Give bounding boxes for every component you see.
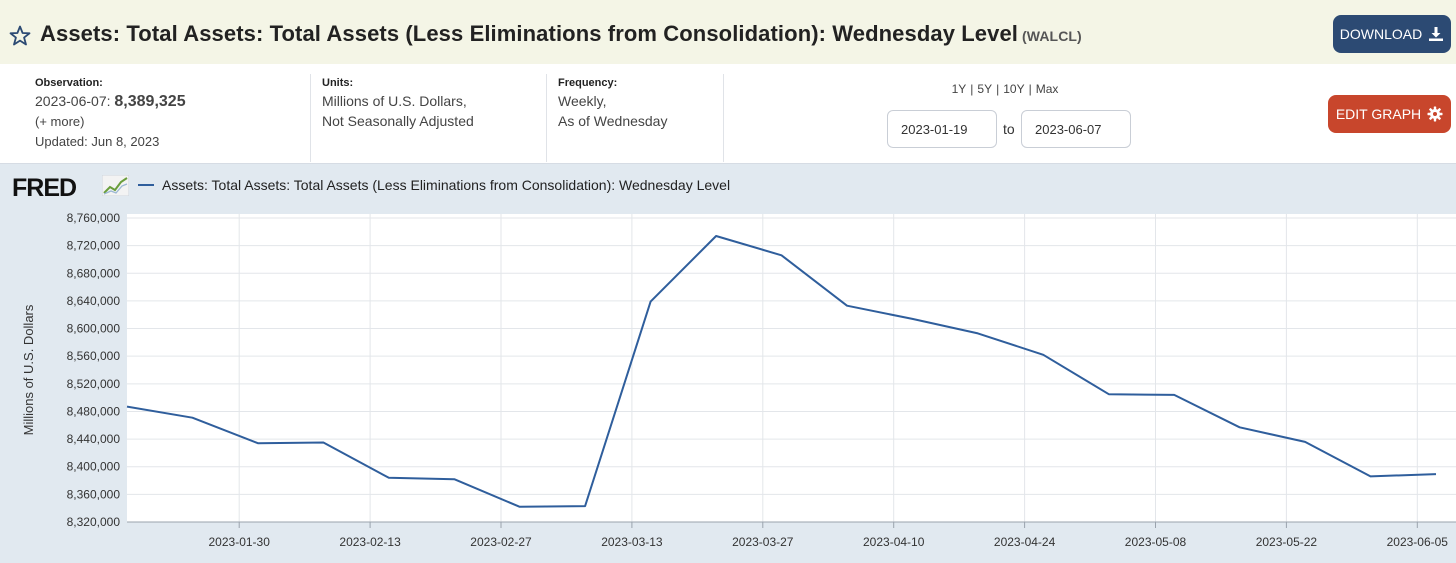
legend: Assets: Total Assets: Total Assets (Less…: [138, 177, 730, 193]
data-point: [1368, 474, 1373, 479]
data-point: [517, 504, 522, 509]
y-tick-label: 8,680,000: [67, 266, 121, 280]
more-link[interactable]: (+ more): [35, 114, 85, 129]
data-point: [779, 253, 784, 258]
updated-date: Updated: Jun 8, 2023: [35, 134, 160, 149]
y-tick-label: 8,440,000: [67, 432, 121, 446]
star-icon[interactable]: [8, 24, 32, 48]
x-tick-label: 2023-03-13: [601, 535, 663, 549]
metadata-row: Observation: 2023-06-07: 8,389,325 (+ mo…: [0, 64, 1456, 164]
edit-graph-button[interactable]: EDIT GRAPH: [1328, 95, 1451, 133]
plot-background: [127, 214, 1456, 522]
y-tick-label: 8,640,000: [67, 294, 121, 308]
units-line-2: Not Seasonally Adjusted: [322, 113, 474, 129]
units-label: Units:: [322, 77, 354, 89]
units-block: Units: Millions of U.S. Dollars, Not Sea…: [322, 74, 474, 162]
range-10y-link[interactable]: 10Y: [1003, 82, 1025, 96]
series-id: (WALCL): [1022, 28, 1082, 44]
x-tick-label: 2023-03-27: [732, 535, 794, 549]
start-date-input[interactable]: [887, 110, 997, 148]
download-button[interactable]: DOWNLOAD: [1333, 15, 1451, 53]
y-axis-label: Millions of U.S. Dollars: [21, 304, 36, 435]
to-label: to: [1003, 121, 1015, 137]
download-icon: [1429, 27, 1444, 41]
x-tick-label: 2023-06-05: [1387, 535, 1449, 549]
title-bar: Assets: Total Assets: Total Assets (Less…: [0, 0, 1456, 64]
x-tick-label: 2023-02-13: [339, 535, 401, 549]
y-tick-label: 8,320,000: [67, 515, 121, 529]
page-title-text: Assets: Total Assets: Total Assets (Less…: [40, 21, 1019, 46]
chart-area: 8,320,000 8,360,000 8,400,000 8,440,000 8,48…: [0, 164, 1456, 563]
data-point: [190, 415, 195, 420]
fred-logo: FRED: [12, 174, 77, 202]
data-point: [1041, 352, 1046, 357]
divider: [723, 74, 724, 162]
series-line: [126, 235, 1437, 508]
data-point: [844, 303, 849, 308]
data-point: [321, 440, 326, 445]
range-separator: |: [970, 82, 974, 96]
x-tick-label: 2023-02-27: [470, 535, 532, 549]
data-point: [125, 404, 130, 409]
range-separator: |: [1028, 82, 1032, 96]
data-point: [583, 504, 588, 509]
x-tick-label: 2023-01-30: [209, 535, 271, 549]
data-point: [1172, 392, 1177, 397]
range-max-link[interactable]: Max: [1035, 82, 1059, 96]
line-chart: 8,320,000 8,360,000 8,400,000 8,440,000 8,48…: [21, 211, 1456, 549]
edit-graph-label: EDIT GRAPH: [1335, 106, 1422, 122]
data-point: [452, 477, 457, 482]
range-separator: |: [996, 82, 1000, 96]
y-tick-label: 8,720,000: [67, 239, 121, 253]
x-tick-label: 2023-05-22: [1256, 535, 1318, 549]
frequency-line-1: Weekly,: [558, 93, 607, 109]
legend-label: Assets: Total Assets: Total Assets (Less…: [162, 177, 731, 193]
units-line-1: Millions of U.S. Dollars,: [322, 93, 467, 109]
data-point: [1237, 425, 1242, 430]
download-label: DOWNLOAD: [1339, 26, 1423, 42]
data-point: [1303, 439, 1308, 444]
x-tick-label: 2023-04-24: [994, 535, 1056, 549]
page-title: Assets: Total Assets: Total Assets (Less…: [40, 21, 1082, 47]
y-tick-label: 8,560,000: [67, 349, 121, 363]
data-point: [648, 299, 653, 304]
y-tick-label: 8,520,000: [67, 377, 121, 391]
data-point: [1106, 392, 1111, 397]
observation-value: 8,389,325: [114, 93, 186, 110]
legend-swatch: [138, 184, 154, 186]
frequency-label: Frequency:: [558, 77, 618, 89]
divider: [546, 74, 547, 162]
data-point: [910, 316, 915, 321]
y-tick-label: 8,480,000: [67, 404, 121, 418]
y-tick-label: 8,400,000: [67, 460, 121, 474]
range-1y-link[interactable]: 1Y: [951, 82, 967, 96]
x-tick-label: 2023-05-08: [1125, 535, 1187, 549]
range-5y-link[interactable]: 5Y: [977, 82, 993, 96]
data-point: [714, 233, 719, 238]
observation-date: 2023-06-07:: [35, 93, 111, 109]
data-point: [386, 475, 391, 480]
gear-icon: [1427, 106, 1443, 122]
end-date-input[interactable]: [1021, 110, 1131, 148]
divider: [310, 74, 311, 162]
range-links: 1Y | 5Y | 10Y | Max: [920, 82, 1090, 96]
observation-label: Observation:: [35, 77, 103, 89]
observation-block: Observation: 2023-06-07: 8,389,325 (+ mo…: [35, 74, 186, 162]
data-point: [1434, 472, 1439, 477]
y-tick-label: 8,360,000: [67, 487, 121, 501]
y-tick-label: 8,760,000: [67, 211, 121, 225]
frequency-block: Frequency: Weekly, As of Wednesday: [558, 74, 667, 162]
data-point: [255, 441, 260, 446]
plot-area: 8,320,000 8,360,000 8,400,000 8,440,000 8,48…: [21, 211, 1456, 549]
x-tick-label: 2023-04-10: [863, 535, 925, 549]
frequency-line-2: As of Wednesday: [558, 113, 668, 129]
chart-line-icon: [102, 175, 129, 196]
y-tick-label: 8,600,000: [67, 322, 121, 336]
data-point: [975, 331, 980, 336]
